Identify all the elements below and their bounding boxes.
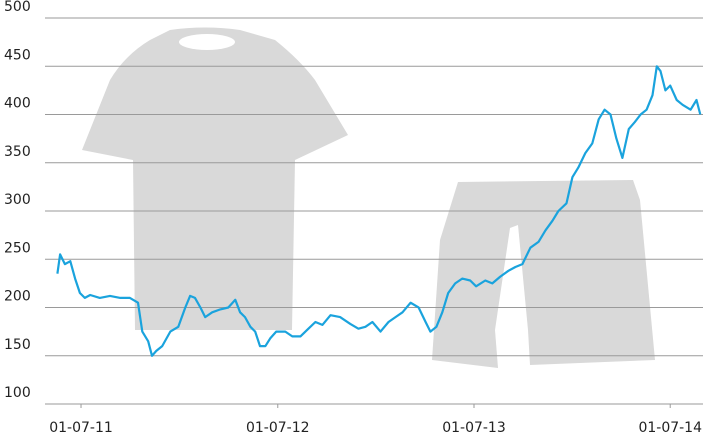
y-tick-label: 500 <box>4 0 31 15</box>
y-tick-label: 450 <box>4 47 31 63</box>
y-tick-label: 300 <box>4 192 31 208</box>
x-tick-label: 01-07-14 <box>638 420 702 436</box>
x-tick-label: 01-07-11 <box>49 420 113 436</box>
x-tick-label: 01-07-13 <box>442 420 506 436</box>
x-tick-label: 01-07-12 <box>246 420 310 436</box>
y-tick-label: 350 <box>4 144 31 160</box>
illustration <box>82 28 655 369</box>
y-tick-label: 100 <box>4 385 31 401</box>
y-tick-label: 250 <box>4 240 31 256</box>
chart: 100 150 200 250 300 350 400 450 500 01-07-11 01-07… <box>0 0 703 436</box>
y-tick-label: 150 <box>4 337 31 353</box>
y-tick-label: 200 <box>4 289 31 305</box>
y-tick-label: 400 <box>4 96 31 112</box>
